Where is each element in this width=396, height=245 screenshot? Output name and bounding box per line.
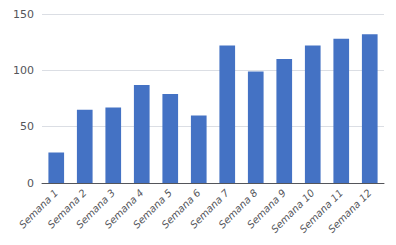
svg-text:Semana 2: Semana 2 [45, 187, 89, 231]
svg-text:Semana 3: Semana 3 [73, 187, 118, 231]
svg-text:150: 150 [13, 8, 34, 21]
svg-text:Semana 5: Semana 5 [130, 187, 175, 231]
svg-text:Semana 1: Semana 1 [16, 187, 61, 231]
svg-text:Semana 11: Semana 11 [297, 187, 346, 235]
svg-text:50: 50 [20, 120, 34, 133]
svg-text:0: 0 [27, 177, 34, 190]
svg-text:Semana 12: Semana 12 [326, 187, 374, 235]
svg-text:100: 100 [13, 64, 34, 77]
svg-text:Semana 8: Semana 8 [216, 187, 260, 231]
svg-text:Semana 7: Semana 7 [187, 187, 232, 231]
svg-text:Semana 10: Semana 10 [268, 187, 317, 235]
svg-text:Semana 4: Semana 4 [102, 187, 146, 231]
svg-text:Semana 9: Semana 9 [244, 187, 289, 231]
svg-text:Semana 6: Semana 6 [159, 187, 203, 231]
